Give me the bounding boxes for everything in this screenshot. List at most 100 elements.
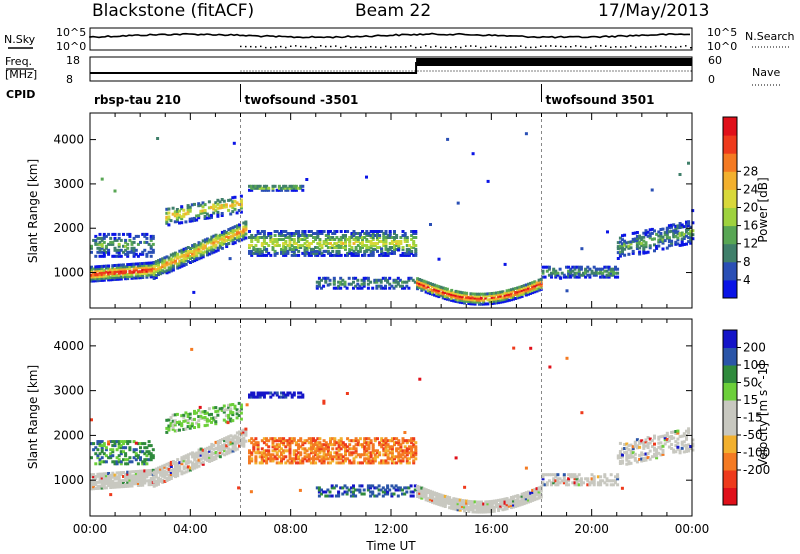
scatter-cell (145, 236, 149, 240)
scatter-cell (358, 484, 362, 488)
scatter-cell (433, 285, 437, 289)
scatter-cell (126, 246, 130, 250)
scatter-cell (94, 462, 98, 466)
scatter-cell (531, 494, 535, 498)
scatter-cell (275, 443, 279, 447)
scatter-cell (460, 301, 464, 305)
scatter-cell (533, 284, 537, 288)
scatter-cell (109, 272, 113, 276)
scatter-cell (410, 246, 414, 249)
scatter-cell (212, 203, 216, 207)
scatter-cell (102, 460, 106, 464)
scatter-cell (301, 459, 305, 463)
scatter-cell (484, 508, 488, 512)
scatter-cell (331, 232, 335, 235)
scatter-cell (477, 292, 481, 296)
scatter-cell (412, 230, 416, 233)
scatter-cell (229, 235, 233, 239)
scatter-cell (288, 441, 292, 445)
scatter-cell (292, 184, 296, 188)
nsearch-point (535, 46, 537, 49)
scatter-cell (163, 260, 167, 264)
scatter-cell (220, 198, 224, 201)
scatter-cell (401, 492, 404, 496)
scatter-cell (384, 441, 388, 445)
scatter-cell (169, 477, 173, 480)
scatter-cell (316, 234, 320, 237)
scatter-cell (333, 253, 337, 257)
scatter-cell (655, 232, 659, 236)
colorbar-segment (723, 117, 737, 136)
scatter-cell (439, 497, 443, 501)
scatter-cell (180, 262, 184, 266)
scatter-cell (556, 481, 560, 485)
scatter-cell (290, 247, 294, 251)
scatter-cell (365, 232, 369, 235)
scatter-cell (252, 439, 256, 443)
scatter-cell (541, 275, 545, 279)
scatter-cell (149, 471, 153, 474)
scatter-cell (124, 478, 128, 482)
scatter-cell (488, 502, 492, 506)
scatter-cell (180, 472, 184, 476)
scatter-cell (224, 420, 228, 424)
scatter-cell (288, 240, 292, 243)
nsearch-point (250, 45, 252, 48)
scatter-cell (98, 232, 102, 236)
scatter-cell (376, 236, 379, 239)
nsearch-point (490, 45, 492, 48)
scatter-cell (280, 437, 283, 441)
scatter-cell (390, 284, 394, 288)
scatter-cell (199, 453, 203, 457)
scatter-cell (367, 240, 371, 243)
scatter-cell (180, 424, 184, 428)
scatter-cell (216, 240, 220, 244)
scatter-cell (535, 497, 539, 501)
scatter-cell (616, 247, 620, 251)
scatter-cell (233, 237, 237, 241)
scatter-cell (256, 441, 260, 445)
scatter-cell (437, 496, 441, 500)
scatter-cell (288, 184, 292, 188)
scatter-cell (373, 457, 377, 461)
scatter-cell (682, 237, 686, 240)
scatter-cell (139, 446, 142, 450)
scatter-cell (349, 486, 353, 490)
scatter-cell (420, 286, 424, 290)
scatter-cell (317, 284, 321, 288)
scatter-cell (130, 262, 134, 266)
scatter-cell (390, 437, 394, 441)
nsearch-point (410, 45, 412, 47)
scatter-cell (169, 265, 173, 269)
scatter-cell (184, 258, 188, 262)
scatter-cell (206, 454, 209, 458)
scatter-cell (326, 445, 330, 449)
scatter-cell (277, 445, 281, 449)
scatter-cell (130, 250, 134, 254)
scatter-cell (456, 296, 460, 300)
scatter-cell (159, 268, 163, 272)
scatter-cell (90, 279, 93, 283)
scatter-cell (507, 292, 511, 296)
scatter-cell (216, 454, 220, 458)
scatter-cell (147, 471, 151, 475)
scatter-cell (212, 240, 216, 244)
scatter-cell (186, 419, 190, 423)
scatter-cell (329, 453, 332, 457)
scatter-cell (282, 437, 286, 441)
scatter-cell (339, 230, 343, 233)
scatter-cell (607, 273, 611, 277)
scatter-cell (178, 467, 182, 471)
scatter-cell (516, 294, 520, 298)
scatter-cell (439, 285, 443, 289)
scatter-cell (284, 461, 288, 465)
scatter-cell (676, 437, 680, 441)
scatter-cell (614, 475, 617, 479)
y-tick-label: 4000 (53, 339, 84, 353)
scatter-cell (648, 236, 652, 240)
scatter-cell (197, 249, 201, 253)
scatter-cell (167, 211, 171, 215)
scatter-cell (384, 278, 387, 282)
scatter-cell (191, 465, 195, 469)
scatter-cell (393, 240, 396, 243)
